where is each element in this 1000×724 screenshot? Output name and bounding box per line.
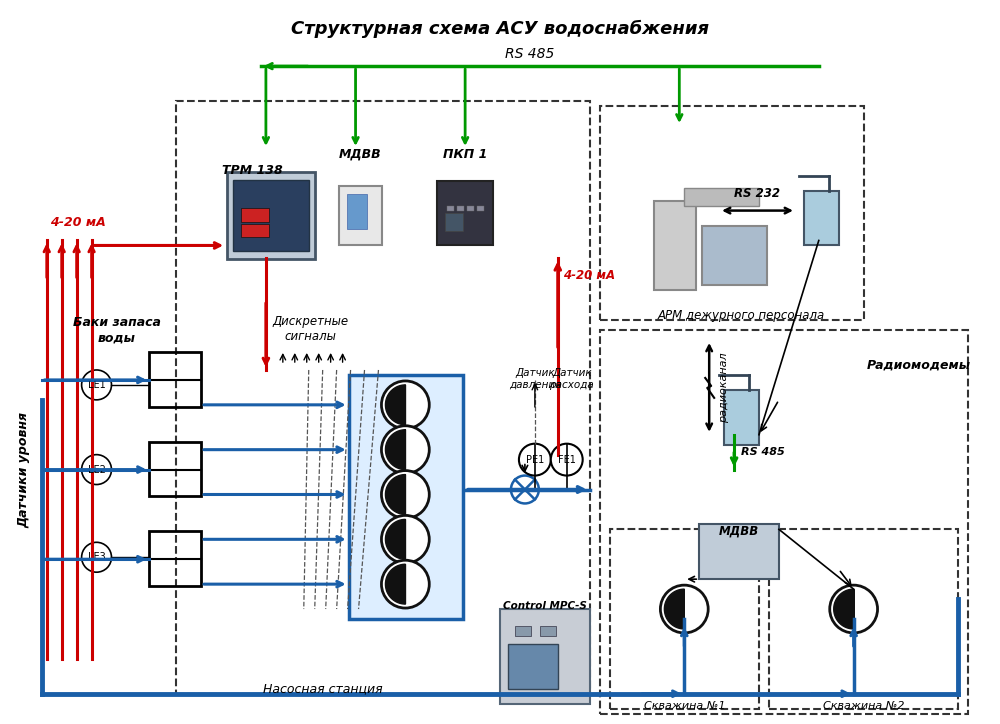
Bar — [500, 609, 590, 704]
Text: Дискретные
сигналы: Дискретные сигналы — [273, 315, 349, 343]
Text: МДВВ: МДВВ — [719, 524, 759, 537]
Text: 4-20 мА: 4-20 мА — [50, 216, 105, 229]
Bar — [702, 225, 767, 285]
Text: Control MPC-S: Control MPC-S — [503, 601, 587, 611]
Text: радиоканал: радиоканал — [719, 353, 729, 424]
Circle shape — [82, 542, 111, 572]
Circle shape — [82, 370, 111, 400]
Bar — [684, 188, 759, 206]
Text: Баки запаса
воды: Баки запаса воды — [73, 316, 160, 344]
Text: Радиомодемы: Радиомодемы — [866, 358, 970, 371]
Circle shape — [511, 476, 539, 503]
Polygon shape — [385, 564, 405, 604]
Circle shape — [381, 560, 429, 608]
Text: Насосная станция: Насосная станция — [263, 683, 382, 696]
Circle shape — [82, 455, 111, 484]
Text: Структурная схема АСУ водоснабжения: Структурная схема АСУ водоснабжения — [291, 20, 709, 38]
Bar — [477, 206, 484, 211]
Polygon shape — [385, 430, 405, 470]
Bar — [540, 626, 556, 636]
Bar — [347, 193, 367, 229]
Text: ПКП 1: ПКП 1 — [443, 148, 487, 161]
Circle shape — [660, 585, 708, 633]
Circle shape — [381, 426, 429, 473]
Circle shape — [381, 381, 429, 429]
Text: Датчик
давления: Датчик давления — [509, 369, 561, 390]
Polygon shape — [385, 519, 405, 559]
Text: МДВВ: МДВВ — [339, 148, 382, 161]
Bar — [508, 644, 558, 689]
Bar — [515, 626, 531, 636]
Text: LE1: LE1 — [88, 380, 105, 390]
Polygon shape — [385, 474, 405, 515]
Text: Датчики уровня: Датчики уровня — [17, 411, 30, 528]
Text: RS 485: RS 485 — [505, 47, 555, 62]
Bar — [437, 181, 493, 245]
Bar — [467, 206, 474, 211]
Polygon shape — [834, 589, 854, 629]
Bar — [457, 206, 464, 211]
Bar — [699, 524, 779, 579]
Circle shape — [551, 444, 583, 476]
Text: RS 232: RS 232 — [734, 187, 780, 200]
Text: Скважина №2: Скважина №2 — [823, 701, 904, 711]
Bar — [227, 172, 315, 259]
Bar — [149, 352, 201, 407]
Text: 4-20 мА: 4-20 мА — [563, 269, 615, 282]
Bar — [149, 531, 201, 586]
Circle shape — [381, 515, 429, 563]
Bar — [724, 390, 759, 445]
Polygon shape — [385, 385, 405, 425]
Text: LE3: LE3 — [88, 552, 105, 563]
Text: FE1: FE1 — [558, 455, 576, 465]
Bar — [233, 180, 309, 251]
Bar — [149, 442, 201, 497]
Text: АРМ дежурного персонала: АРМ дежурного персонала — [657, 309, 825, 322]
Bar — [445, 213, 463, 230]
Circle shape — [830, 585, 878, 633]
Bar — [339, 185, 382, 245]
Bar — [654, 201, 696, 290]
Bar — [447, 206, 454, 211]
Circle shape — [519, 444, 551, 476]
Text: PE1: PE1 — [526, 455, 544, 465]
Bar — [349, 375, 463, 619]
Bar — [241, 208, 269, 222]
Text: Датчик
расхода: Датчик расхода — [549, 369, 594, 390]
Bar — [241, 224, 269, 237]
Text: RS 485: RS 485 — [741, 447, 785, 457]
Text: LE2: LE2 — [88, 465, 105, 475]
Bar — [804, 190, 839, 245]
Text: Скважина №1: Скважина №1 — [644, 701, 725, 711]
Polygon shape — [664, 589, 684, 629]
Text: ТРМ 138: ТРМ 138 — [222, 164, 283, 177]
Circle shape — [381, 471, 429, 518]
